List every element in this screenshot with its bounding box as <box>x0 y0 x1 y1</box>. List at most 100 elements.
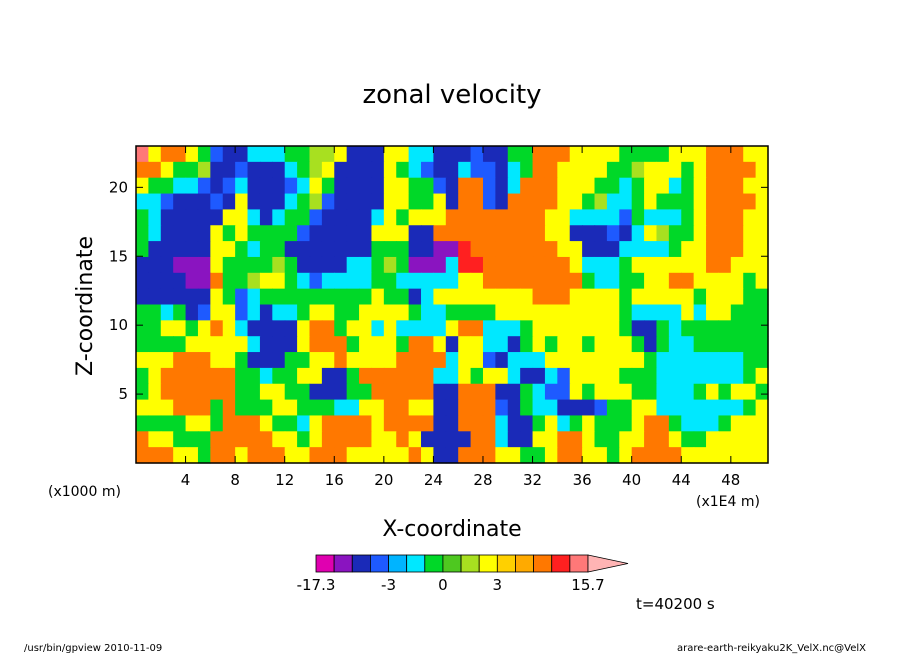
colorbar-label: -17.3 <box>297 576 336 594</box>
heatmap-cell <box>197 161 211 179</box>
heatmap-cell <box>706 367 720 385</box>
heatmap-cell <box>718 431 732 448</box>
heatmap-cell <box>458 209 472 226</box>
heatmap-cell <box>210 225 224 242</box>
heatmap-cell <box>482 304 496 321</box>
heatmap-cell <box>346 177 360 195</box>
heatmap-cell <box>136 209 149 226</box>
heatmap-cell <box>284 146 298 163</box>
heatmap-cell <box>606 209 620 226</box>
heatmap-cell <box>185 336 199 353</box>
heatmap-cell <box>408 225 422 242</box>
heatmap-cell <box>160 225 174 242</box>
heatmap-cell <box>606 225 620 242</box>
heatmap-cell <box>582 383 596 401</box>
heatmap-cell <box>359 352 373 369</box>
heatmap-cell <box>259 399 273 417</box>
heatmap-cell <box>346 336 360 353</box>
heatmap-cell <box>644 367 658 385</box>
heatmap-cell <box>284 209 298 226</box>
heatmap-cell <box>730 209 744 226</box>
heatmap-cell <box>160 415 174 432</box>
heatmap-cell <box>297 209 311 226</box>
heatmap-cell <box>644 320 658 337</box>
heatmap-cell <box>644 209 658 226</box>
heatmap-cell <box>371 161 385 179</box>
heatmap-cell <box>656 447 670 464</box>
heatmap-cell <box>482 367 496 385</box>
heatmap-cell <box>730 336 744 353</box>
heatmap-cell <box>445 256 459 274</box>
heatmap-cell <box>173 383 187 401</box>
heatmap-cell <box>222 431 236 448</box>
heatmap-cell <box>668 431 682 448</box>
heatmap-cell <box>582 193 596 210</box>
heatmap-cell <box>396 304 410 321</box>
heatmap-cell <box>582 225 596 242</box>
heatmap-cell <box>495 225 509 242</box>
heatmap-cell <box>185 415 199 432</box>
x-tick-label: 4 <box>181 471 191 489</box>
heatmap-cell <box>197 431 211 448</box>
heatmap-cell <box>544 288 558 306</box>
heatmap-cell <box>557 383 571 401</box>
heatmap-cell <box>544 383 558 401</box>
heatmap-cell <box>730 241 744 258</box>
footer-left: /usr/bin/gpview 2010-11-09 <box>24 643 162 654</box>
heatmap-cell <box>520 399 534 417</box>
heatmap-cell <box>532 241 546 258</box>
heatmap-cell <box>569 225 583 242</box>
colorbar-label: -3 <box>381 576 396 594</box>
x-axis-ticks: 4 8 12 16 20 24 28 32 36 40 44 48 <box>181 146 740 489</box>
heatmap-cell <box>445 177 459 195</box>
heatmap-cell <box>606 241 620 258</box>
heatmap-cell <box>644 352 658 369</box>
heatmap-cell <box>371 241 385 258</box>
heatmap-cell <box>619 367 633 385</box>
heatmap-cell <box>606 272 620 290</box>
heatmap-cell <box>334 241 348 258</box>
heatmap-cell <box>557 209 571 226</box>
heatmap-cell <box>544 272 558 290</box>
heatmap-cell <box>706 161 720 179</box>
heatmap-cell <box>421 320 435 337</box>
heatmap-cell <box>259 352 273 369</box>
heatmap-cell <box>681 288 695 306</box>
heatmap-cell <box>594 241 608 258</box>
heatmap-cell <box>668 288 682 306</box>
heatmap-cell <box>185 447 199 464</box>
heatmap-cell <box>569 161 583 179</box>
heatmap-cell <box>235 352 249 369</box>
heatmap-cell <box>755 447 769 464</box>
colorbar-segment <box>369 554 389 573</box>
heatmap-cell <box>631 431 645 448</box>
heatmap-cell <box>606 415 620 432</box>
heatmap-cell <box>148 431 162 448</box>
heatmap-cell <box>681 241 695 258</box>
heatmap-cell <box>619 447 633 464</box>
heatmap-cell <box>755 431 769 448</box>
heatmap-cell <box>668 225 682 242</box>
heatmap-cell <box>371 272 385 290</box>
heatmap-cell <box>594 336 608 353</box>
heatmap-cell <box>470 447 484 464</box>
heatmap-cell <box>396 288 410 306</box>
heatmap-cell <box>284 352 298 369</box>
heatmap-cell <box>532 352 546 369</box>
heatmap-cell <box>371 383 385 401</box>
heatmap-cell <box>396 256 410 274</box>
heatmap-cell <box>247 209 261 226</box>
heatmap-cell <box>284 399 298 417</box>
heatmap-cell <box>346 225 360 242</box>
heatmap-cell <box>693 447 707 464</box>
heatmap-cell <box>197 304 211 321</box>
heatmap-cell <box>272 431 286 448</box>
heatmap-cell <box>284 288 298 306</box>
heatmap-cell <box>284 177 298 195</box>
heatmap-cell <box>222 399 236 417</box>
heatmap-cell <box>197 288 211 306</box>
heatmap-cell <box>755 336 769 353</box>
heatmap-cell <box>668 256 682 274</box>
heatmap-cell <box>284 336 298 353</box>
heatmap-cell <box>197 256 211 274</box>
